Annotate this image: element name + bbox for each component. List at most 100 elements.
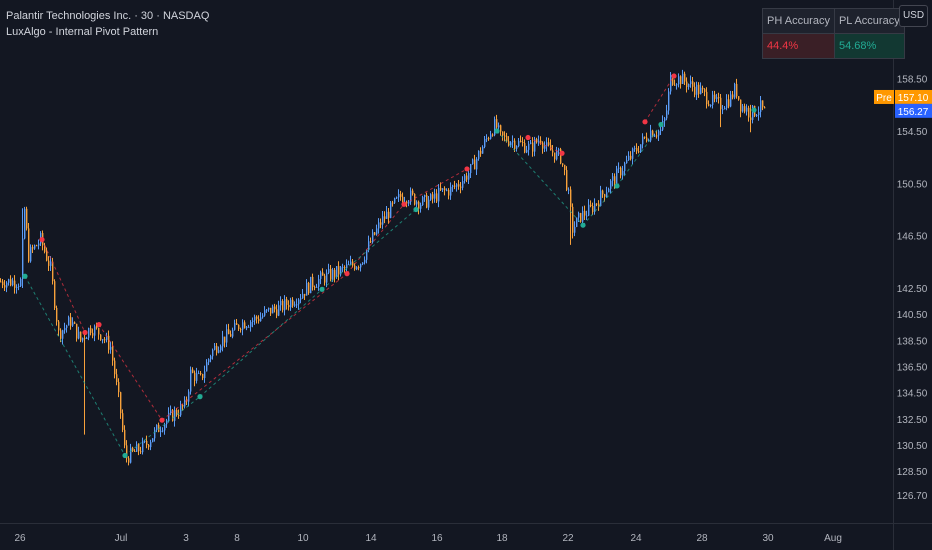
price-tick-label: 136.50 [897,363,928,374]
candle-up [730,94,732,107]
candle-down [744,106,746,112]
candle-down [598,203,600,207]
pivot-low-marker [751,107,757,113]
candle-up [616,168,618,184]
candle-up [626,160,628,164]
candle-up [582,210,584,222]
candle-down [132,447,134,451]
candle-up [664,118,666,122]
candle-down [540,140,542,143]
candle-down [380,222,382,225]
candle-down [270,307,272,314]
candle-down [592,206,594,212]
candle-up [660,129,662,131]
candle-up [160,430,162,433]
candle-down [432,194,434,199]
candle-down [282,300,284,311]
candle-down [74,322,76,324]
indicator-name[interactable]: LuxAlgo - Internal Pivot Pattern [6,26,159,38]
candle-down [36,245,38,247]
candle-up [350,261,352,265]
candle-down [590,204,592,207]
candle-down [312,276,314,287]
candle-down [508,141,510,146]
candle-down [286,299,288,305]
candle-down [542,142,544,149]
price-tick-label: 154.50 [897,127,928,138]
candle-down [466,175,468,180]
candle-up [726,99,728,108]
candle-up [30,247,32,262]
candle-down [228,329,230,335]
candle-down [630,155,632,159]
candle-down [448,189,450,196]
candle-down [126,445,128,459]
candle-down [334,269,336,277]
candle-up [464,175,466,182]
candle-down [488,138,490,140]
candle-up [268,307,270,310]
price-tick-label: 126.70 [897,491,928,502]
candle-up [386,211,388,219]
pivot-low-link [24,275,126,456]
candle-down [604,194,606,197]
candle-down [374,232,376,235]
candle-up [24,208,26,239]
candle-up [510,142,512,146]
candle-up [316,286,318,288]
candle-up [356,267,358,270]
currency-button[interactable]: USD [899,5,928,27]
candle-down [522,142,524,144]
pivot-low-link [496,130,584,226]
candle-down [146,440,148,445]
candle-up [264,310,266,316]
candle-up [20,278,22,286]
candle-down [14,280,16,288]
candle-down [748,107,750,118]
candle-up [612,176,614,181]
candle-up [610,180,612,189]
candle-down [70,317,72,326]
candle-up [94,326,96,336]
candle-down [704,89,706,92]
candle-down [672,74,674,85]
candle-up [746,107,748,112]
candle-up [250,321,252,327]
candle-up [78,331,80,339]
symbol-title[interactable]: Palantir Technologies Inc. · 30 · NASDAQ [6,10,210,22]
time-tick-label: 10 [297,533,309,544]
candle-up [360,264,362,268]
candle-down [194,372,196,381]
time-tick-label: 18 [496,533,508,544]
candle-down [182,404,184,407]
candle-down [122,413,124,430]
candle-down [492,134,494,136]
candle-up [438,187,440,202]
candle-up [284,299,286,311]
candle-down [506,135,508,142]
candle-up [226,329,228,343]
candle-up [538,140,540,143]
candle-up [452,185,454,187]
candle-up [526,149,528,153]
candle-up [362,262,364,265]
price-tick-label: 140.50 [897,310,928,321]
candle-down [444,188,446,191]
candle-up [346,264,348,269]
candle-up [608,188,610,193]
candle-up [88,328,90,338]
candle-up [586,215,588,217]
price-tick-label: 128.50 [897,467,928,478]
candle-up [38,243,40,246]
candle-down [414,193,416,205]
candle-up [272,306,274,314]
pivot-high-marker [642,119,648,125]
candle-down [322,272,324,276]
candle-up [34,245,36,249]
time-tick-label: 24 [630,533,642,544]
candle-down [120,392,122,414]
candle-up [50,261,52,266]
candle-up [624,163,626,172]
pivot-high-link [403,168,468,205]
